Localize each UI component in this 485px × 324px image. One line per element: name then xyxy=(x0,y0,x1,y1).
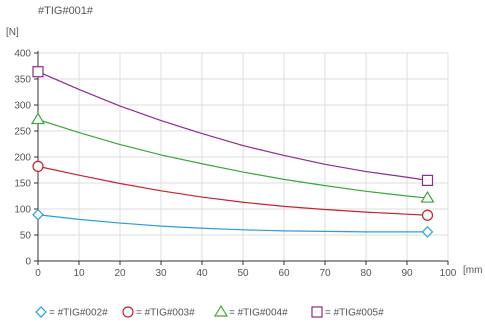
legend-label: = #TIG#004# xyxy=(229,308,288,319)
legend-marker xyxy=(122,306,134,318)
y-axis-unit: [N] xyxy=(6,27,19,38)
y-tick-label: 400 xyxy=(14,49,31,60)
y-tick-label: 300 xyxy=(14,101,31,112)
series-end-marker xyxy=(421,226,434,238)
series-start-marker xyxy=(32,160,44,172)
series-start-marker xyxy=(32,66,44,78)
y-tick-label: 50 xyxy=(20,231,32,242)
legend-marker xyxy=(213,304,229,317)
y-tick-label: 100 xyxy=(14,205,31,216)
legend-label: = #TIG#003# xyxy=(136,308,195,319)
x-tick-label: 30 xyxy=(155,268,167,279)
legend-label: = #TIG#005# xyxy=(325,308,384,319)
x-tick-label: 90 xyxy=(401,268,413,279)
legend: = #TIG#002# = #TIG#003# = #TIG#004# = #TIG#… xyxy=(35,304,384,319)
y-tick-label: 250 xyxy=(14,127,31,138)
tick-labels: 0 50 100 150 200 250 300 350 400 0 10 20 30 40 50 60 70 8… xyxy=(14,49,456,280)
series-start-marker xyxy=(30,112,46,125)
axes xyxy=(34,51,449,265)
x-tick-label: 80 xyxy=(360,268,372,279)
grid xyxy=(38,52,449,261)
series-end-marker xyxy=(420,190,435,203)
x-tick-label: 20 xyxy=(114,268,126,279)
legend-marker xyxy=(311,306,323,318)
legend-marker xyxy=(35,306,47,318)
x-tick-label: 60 xyxy=(278,268,290,279)
x-tick-label: 100 xyxy=(440,268,457,279)
x-tick-label: 50 xyxy=(237,268,249,279)
chart-title: #TIG#001# xyxy=(38,5,94,17)
x-tick-label: 0 xyxy=(35,268,41,279)
y-tick-label: 350 xyxy=(14,75,31,86)
y-tick-label: 0 xyxy=(25,257,31,268)
x-tick-label: 10 xyxy=(73,268,85,279)
legend-label: = #TIG#002# xyxy=(49,308,108,319)
series-line xyxy=(37,165,428,216)
x-tick-label: 70 xyxy=(319,268,331,279)
series-line xyxy=(37,214,428,233)
series-line xyxy=(37,118,428,199)
series-line xyxy=(37,71,428,181)
x-tick-label: 40 xyxy=(196,268,208,279)
series-lines xyxy=(30,66,435,238)
series-end-marker xyxy=(421,174,434,186)
series-end-marker xyxy=(421,209,434,221)
series-start-marker xyxy=(32,208,44,221)
x-axis-unit: [mm xyxy=(463,265,482,276)
y-tick-label: 150 xyxy=(14,179,31,190)
y-tick-label: 200 xyxy=(14,153,31,164)
